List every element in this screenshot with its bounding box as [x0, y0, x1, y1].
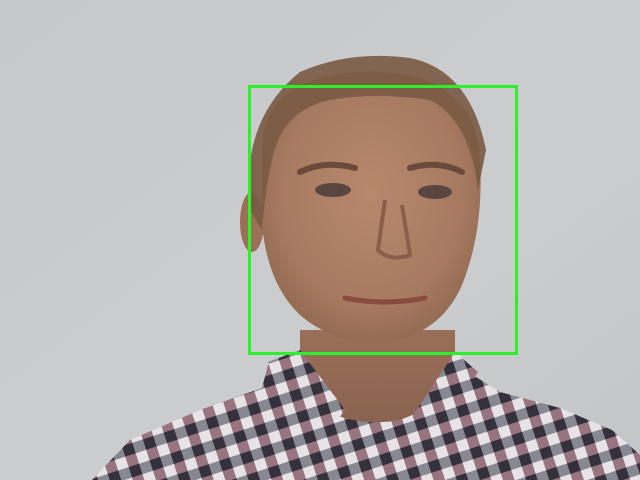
- mouth: [342, 295, 428, 305]
- shirt-collar-right: [410, 352, 478, 430]
- left-eye: [315, 183, 351, 197]
- nose: [375, 199, 413, 260]
- shirt-collar-left: [268, 350, 345, 430]
- right-eye: [418, 185, 452, 199]
- left-eyebrow: [297, 161, 358, 175]
- right-eyebrow: [407, 161, 465, 175]
- face: [262, 71, 481, 343]
- hair: [248, 55, 486, 230]
